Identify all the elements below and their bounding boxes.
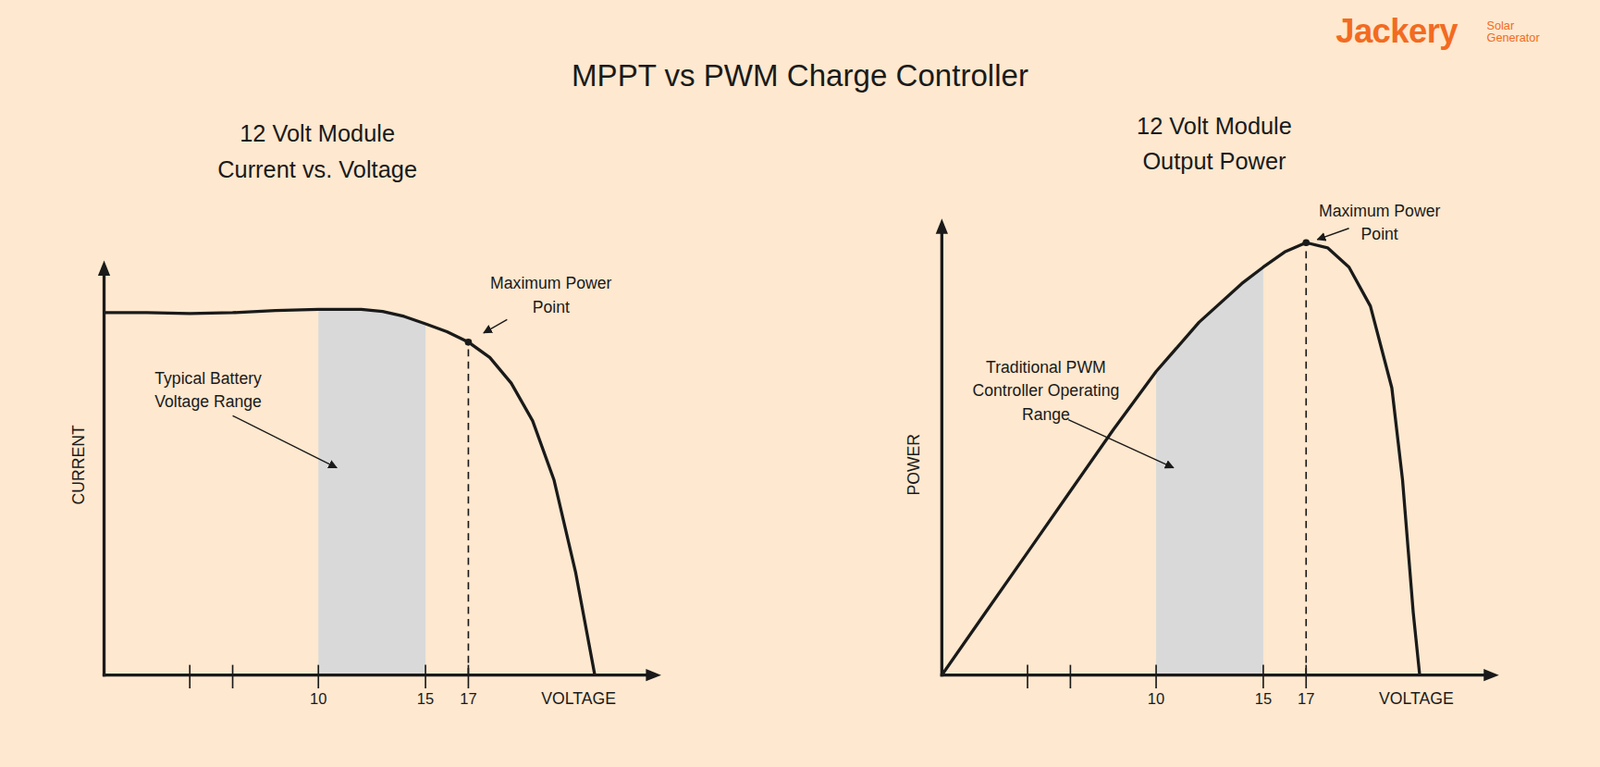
x-tick	[188, 664, 191, 689]
page-title: MPPT vs PWM Charge Controller	[571, 58, 1029, 93]
band-label: Traditional PWM	[985, 357, 1107, 377]
band-label: Controller Operating	[972, 381, 1120, 400]
annotation-text: Point	[1361, 224, 1399, 244]
chart-0: 12 Volt Module Current vs. Voltage Maximum…	[69, 120, 662, 707]
x-tick-label: 17	[459, 689, 477, 708]
x-tick-label: 17	[1297, 689, 1315, 708]
annotation-text: Maximum Power	[1318, 201, 1440, 221]
curve	[104, 308, 596, 675]
x-tick-label: 15	[417, 689, 434, 708]
chart-title: 12 Volt Module	[239, 120, 395, 147]
band-label: Typical Battery	[154, 369, 262, 388]
mpp-line	[1304, 242, 1307, 675]
band-label: Voltage Range	[154, 392, 262, 411]
chart-title: Output Power	[1142, 147, 1287, 174]
y-axis-arrow	[935, 218, 948, 234]
logo-subtext: Generator	[1487, 31, 1541, 45]
x-axis-label: VOLTAGE	[1378, 689, 1454, 708]
mpp-line	[467, 342, 470, 676]
x-axis	[102, 673, 650, 677]
x-tick	[424, 664, 427, 689]
x-tick-label: 10	[309, 689, 327, 708]
y-axis-label: CURRENT	[69, 424, 88, 505]
x-tick	[1262, 664, 1265, 689]
x-tick-label: 10	[1147, 689, 1165, 708]
annotation-text: Point	[532, 297, 570, 317]
x-tick	[1026, 664, 1029, 689]
chart-title: Current vs. Voltage	[217, 156, 418, 183]
band-arrow	[233, 415, 338, 468]
x-tick-label: 15	[1255, 689, 1272, 708]
x-tick	[232, 664, 234, 689]
x-axis-arrow	[645, 668, 662, 681]
x-tick	[317, 664, 320, 689]
x-axis-label: VOLTAGE	[541, 689, 616, 708]
logo-text: Jackery	[1335, 12, 1459, 50]
band-label: Range	[1021, 405, 1071, 424]
y-axis	[940, 230, 944, 677]
plot-area	[941, 242, 1420, 675]
x-tick	[1070, 664, 1072, 689]
chart-title: 12 Volt Module	[1136, 112, 1293, 139]
band-arrow	[1068, 419, 1174, 468]
chart-1: 12 Volt Module Output Power Maximum Power P…	[904, 112, 1499, 708]
band	[318, 308, 426, 675]
x-tick	[1304, 664, 1307, 689]
annotation-text: Maximum Power	[490, 273, 612, 293]
band	[1156, 267, 1264, 676]
y-axis	[102, 272, 106, 677]
x-tick	[467, 664, 470, 689]
annotation-arrow	[1316, 228, 1349, 240]
curve	[941, 242, 1420, 675]
logo-subtext: Solar	[1487, 19, 1515, 33]
y-axis-label: POWER	[904, 433, 924, 496]
x-tick	[1155, 664, 1157, 689]
annotation-arrow	[483, 319, 507, 333]
chart-canvas: MPPT vs PWM Charge Controller Jackery Sola…	[0, 0, 1600, 767]
mpp-point	[465, 338, 473, 346]
plot-area	[104, 308, 596, 675]
x-axis-arrow	[1483, 668, 1500, 681]
y-axis-arrow	[98, 259, 111, 276]
x-axis	[940, 673, 1488, 677]
mpp-point	[1302, 238, 1310, 247]
